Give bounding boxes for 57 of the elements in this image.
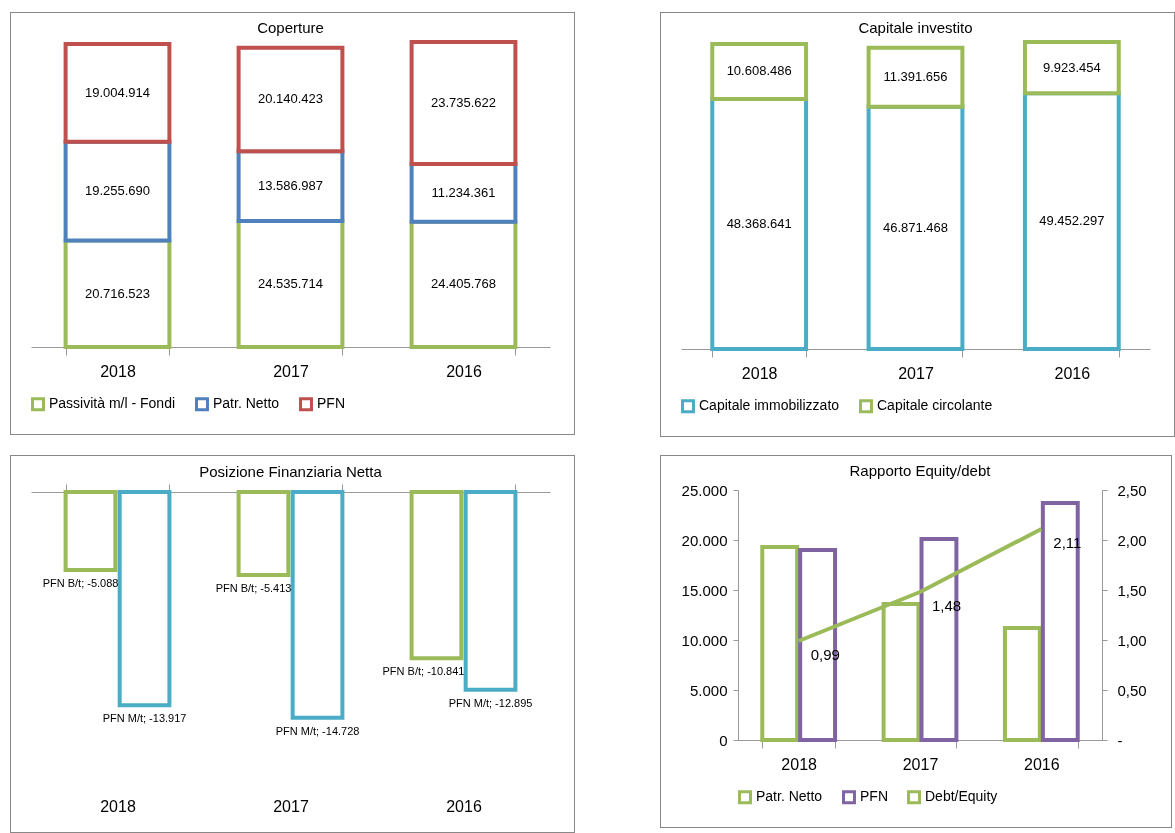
- y2-tick-label: 2,00: [1117, 531, 1147, 549]
- legend-label: Patr. Netto: [213, 395, 280, 412]
- x-tick-label: 2016: [446, 362, 482, 380]
- x-tick-label: 2016: [446, 797, 482, 815]
- data-label: 24.535.714: [257, 275, 324, 291]
- data-label: 11.391.656: [883, 69, 948, 85]
- x-tick-label: 2017: [902, 755, 939, 773]
- data-label: PFN B/t; -5.088: [42, 576, 119, 589]
- y-tick-label: 5.000: [689, 681, 728, 699]
- chart-title: Coperture: [257, 19, 324, 36]
- chart-title: Capitale investito: [858, 19, 973, 36]
- data-label: 19.004.914: [84, 84, 151, 100]
- data-label: 10.608.486: [726, 63, 792, 79]
- legend-label: Capitale immobilizzato: [699, 397, 840, 414]
- chart-title: Posizione Finanziaria Netta: [199, 462, 383, 480]
- x-tick-label: 2017: [273, 362, 309, 380]
- data-label: PFN M/t; -13.917: [102, 712, 187, 725]
- x-tick-label: 2018: [781, 755, 818, 773]
- data-label: 11.234.361: [431, 184, 496, 200]
- legend-label: Passività m/l - Fondi: [49, 395, 176, 412]
- data-label: PFN B/t; -5.413: [215, 581, 292, 594]
- x-tick-label: 2018: [741, 364, 778, 382]
- y-tick-label: 20.000: [681, 531, 728, 549]
- data-label: 13.586.987: [257, 178, 324, 194]
- y-tick-label: 25.000: [681, 481, 728, 499]
- x-tick-label: 2018: [100, 797, 136, 815]
- data-label: 24.405.768: [430, 276, 497, 292]
- data-label: 20.140.423: [257, 91, 324, 107]
- y2-tick-label: 1,00: [1117, 631, 1147, 649]
- data-label: 9.923.454: [1042, 59, 1101, 75]
- data-label: 49.452.297: [1039, 213, 1105, 229]
- y2-tick-label: 1,50: [1117, 581, 1147, 599]
- x-tick-label: 2017: [898, 364, 934, 382]
- data-label: 46.871.468: [882, 219, 949, 235]
- legend-label: Patr. Netto: [756, 788, 823, 805]
- x-tick-label: 2018: [100, 362, 136, 380]
- y-tick-label: 15.000: [681, 581, 728, 599]
- legend-label: Debt/Equity: [925, 788, 998, 805]
- x-tick-label: 2017: [273, 797, 309, 815]
- data-label: PFN M/t; -12.895: [448, 696, 533, 709]
- legend-label: PFN: [860, 788, 888, 805]
- data-label: 48.368.641: [726, 215, 792, 231]
- data-label: PFN B/t; -10.841: [382, 665, 465, 678]
- y-tick-label: 10.000: [681, 631, 728, 649]
- y2-tick-label: 0,50: [1117, 681, 1147, 699]
- data-label: 19.255.690: [84, 183, 151, 199]
- y-tick-label: 0: [719, 731, 728, 749]
- x-tick-label: 2016: [1024, 755, 1060, 773]
- y2-tick-label: -: [1117, 731, 1123, 749]
- x-tick-label: 2016: [1054, 364, 1091, 382]
- legend-label: Capitale circolante: [877, 397, 993, 414]
- y2-tick-label: 2,50: [1117, 481, 1147, 499]
- data-label: 20.716.523: [84, 285, 151, 301]
- legend-label: PFN: [317, 395, 345, 412]
- data-label: PFN M/t; -14.728: [275, 724, 360, 737]
- chart-title: Rapporto Equity/debt: [849, 462, 992, 479]
- data-label: 23.735.622: [430, 94, 497, 110]
